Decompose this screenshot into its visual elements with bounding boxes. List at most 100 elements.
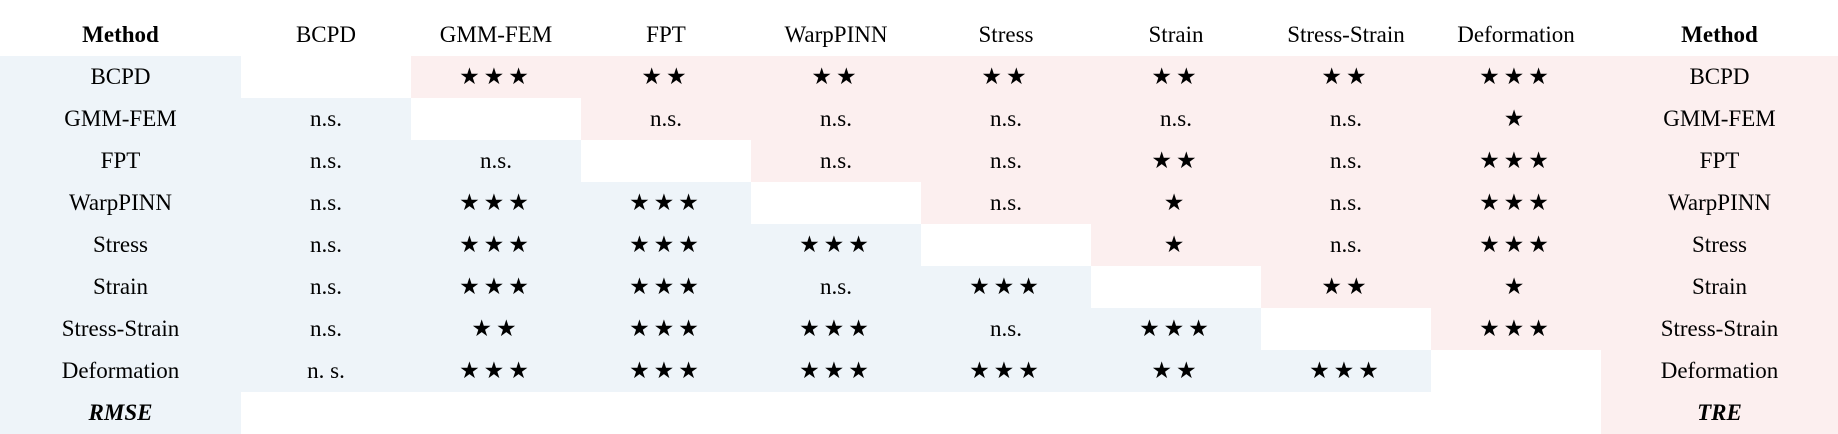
significance-cell: n.s.	[241, 224, 411, 266]
table-row: BCPD ★★★ ★★ ★★ ★★ ★★ ★★ ★★★ BCPD	[0, 56, 1838, 98]
row-label-right: FPT	[1601, 140, 1838, 182]
table-row: Stress n.s. ★★★ ★★★ ★★★ ★ n.s. ★★★ Stress	[0, 224, 1838, 266]
rmse-label: RMSE	[0, 392, 241, 434]
significance-cell: ★★★	[751, 350, 921, 392]
significance-cell: n.s.	[241, 98, 411, 140]
table-row: Strain n.s. ★★★ ★★★ n.s. ★★★ ★★ ★ Strain	[0, 266, 1838, 308]
significance-cell: ★★	[1261, 266, 1431, 308]
significance-cell: n.s.	[241, 266, 411, 308]
significance-cell: ★	[1431, 98, 1601, 140]
header-method-right: Method	[1681, 22, 1758, 47]
significance-cell: ★★	[581, 56, 751, 98]
significance-cell: ★★★	[1431, 182, 1601, 224]
column-header: Stress-Strain	[1287, 22, 1405, 47]
row-label: Strain	[0, 266, 241, 308]
significance-cell: n.s.	[921, 308, 1091, 350]
significance-cell: n.s.	[921, 98, 1091, 140]
significance-cell: ★★	[411, 308, 581, 350]
significance-cell: ★★★	[921, 266, 1091, 308]
significance-cell: n.s.	[921, 182, 1091, 224]
significance-matrix-table: Method BCPD GMM-FEM FPT WarpPINN Stress …	[0, 14, 1838, 434]
significance-cell: n.s.	[411, 140, 581, 182]
diagonal-cell	[751, 182, 921, 224]
significance-cell: ★	[1091, 224, 1261, 266]
row-label: BCPD	[0, 56, 241, 98]
matrix-body: BCPD ★★★ ★★ ★★ ★★ ★★ ★★ ★★★ BCPD GMM-FEM n.s. n.s. n…	[0, 56, 1838, 392]
row-label-right: WarpPINN	[1601, 182, 1838, 224]
table-row: FPT n.s. n.s. n.s. n.s. ★★ n.s. ★★★ FPT	[0, 140, 1838, 182]
column-header: BCPD	[295, 22, 357, 47]
diagonal-cell	[411, 98, 581, 140]
significance-cell: n.s.	[1091, 98, 1261, 140]
significance-cell: ★★	[921, 56, 1091, 98]
significance-cell: ★★	[1261, 56, 1431, 98]
significance-cell: ★★★	[751, 224, 921, 266]
significance-cell: n. s.	[241, 350, 411, 392]
column-header: Stress	[978, 22, 1034, 47]
diagonal-cell	[1431, 350, 1601, 392]
row-label: WarpPINN	[0, 182, 241, 224]
column-header: WarpPINN	[784, 22, 888, 47]
significance-cell: ★★★	[1431, 308, 1601, 350]
significance-cell: ★★★	[581, 182, 751, 224]
header-method-left: Method	[82, 22, 159, 47]
significance-cell: ★★★	[581, 308, 751, 350]
table-row: WarpPINN n.s. ★★★ ★★★ n.s. ★ n.s. ★★★ WarpPINN	[0, 182, 1838, 224]
table-row: GMM-FEM n.s. n.s. n.s. n.s. n.s. n.s. ★ GMM-FEM	[0, 98, 1838, 140]
significance-cell: n.s.	[921, 140, 1091, 182]
diagonal-cell	[921, 224, 1091, 266]
significance-cell: ★★★	[411, 56, 581, 98]
significance-cell: ★★★	[1261, 350, 1431, 392]
diagonal-cell	[1261, 308, 1431, 350]
significance-cell: ★★★	[581, 224, 751, 266]
significance-cell: ★★★	[411, 224, 581, 266]
row-label: Stress-Strain	[0, 308, 241, 350]
row-label-right: GMM-FEM	[1601, 98, 1838, 140]
tre-label: TRE	[1601, 392, 1838, 434]
significance-cell: ★★★	[1431, 56, 1601, 98]
significance-cell: n.s.	[751, 140, 921, 182]
footer-spacer	[241, 392, 1601, 434]
significance-cell: ★★★	[411, 350, 581, 392]
column-header: Strain	[1148, 22, 1204, 47]
row-label-right: Deformation	[1601, 350, 1838, 392]
significance-cell: n.s.	[241, 308, 411, 350]
column-header: Deformation	[1457, 22, 1575, 47]
row-label-right: Stress-Strain	[1601, 308, 1838, 350]
significance-cell: n.s.	[1261, 182, 1431, 224]
row-label-right: Strain	[1601, 266, 1838, 308]
significance-cell: ★★	[1091, 56, 1261, 98]
diagonal-cell	[581, 140, 751, 182]
footer-row: RMSE TRE	[0, 392, 1838, 434]
significance-cell: n.s.	[751, 266, 921, 308]
row-label: Deformation	[0, 350, 241, 392]
significance-cell: n.s.	[1261, 224, 1431, 266]
row-label-right: BCPD	[1601, 56, 1838, 98]
row-label: GMM-FEM	[0, 98, 241, 140]
significance-cell: ★★	[751, 56, 921, 98]
significance-cell: ★★★	[581, 266, 751, 308]
significance-cell: ★★★	[1091, 308, 1261, 350]
significance-cell: ★★★	[921, 350, 1091, 392]
table-row: Deformation n. s. ★★★ ★★★ ★★★ ★★★ ★★ ★★★ Deforma…	[0, 350, 1838, 392]
significance-cell: n.s.	[1261, 140, 1431, 182]
diagonal-cell	[1091, 266, 1261, 308]
significance-cell: n.s.	[581, 98, 751, 140]
significance-cell: n.s.	[241, 182, 411, 224]
significance-cell: ★★	[1091, 350, 1261, 392]
significance-cell: ★	[1091, 182, 1261, 224]
significance-cell: ★★★	[751, 308, 921, 350]
significance-cell: ★★	[1091, 140, 1261, 182]
significance-cell: ★★★	[1431, 140, 1601, 182]
header-row: Method BCPD GMM-FEM FPT WarpPINN Stress …	[0, 14, 1838, 56]
column-header: FPT	[646, 22, 686, 47]
significance-cell: ★★★	[581, 350, 751, 392]
significance-cell: ★★★	[411, 182, 581, 224]
significance-cell: ★	[1431, 266, 1601, 308]
significance-cell: n.s.	[241, 140, 411, 182]
column-header: GMM-FEM	[439, 22, 553, 47]
significance-cell: ★★★	[411, 266, 581, 308]
significance-cell: n.s.	[1261, 98, 1431, 140]
row-label-right: Stress	[1601, 224, 1838, 266]
row-label: FPT	[0, 140, 241, 182]
